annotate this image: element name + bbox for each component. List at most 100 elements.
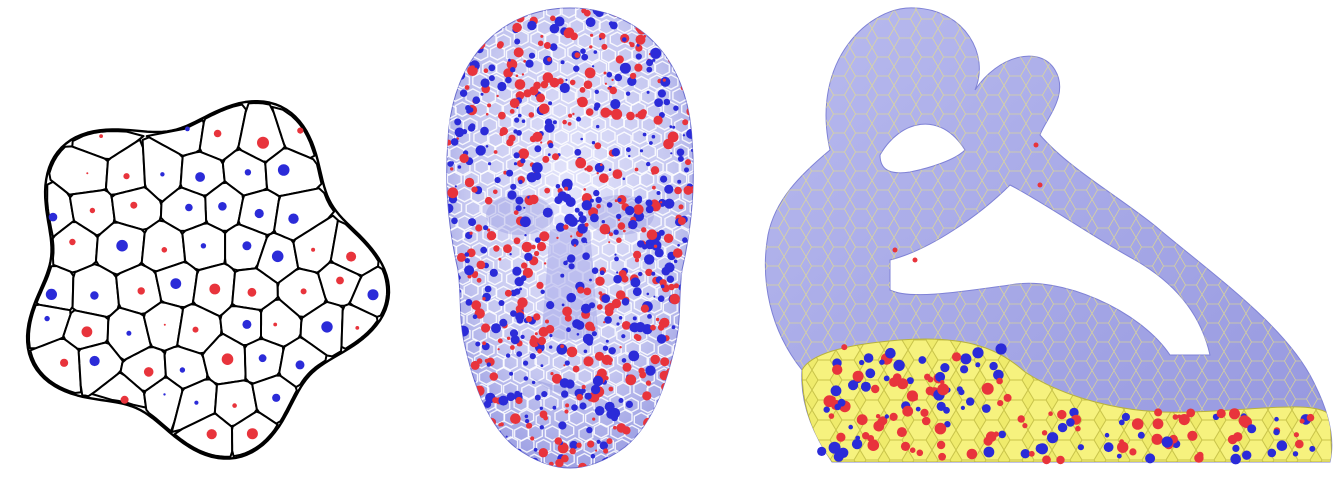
head-site <box>689 429 694 436</box>
head-site <box>499 127 508 136</box>
sculpture-site <box>1057 422 1068 433</box>
head-site <box>638 271 643 277</box>
head-site <box>667 131 679 143</box>
voronoi-site <box>90 291 99 300</box>
head-site <box>609 86 617 95</box>
head-site <box>635 34 646 45</box>
head-site <box>538 448 548 458</box>
head-site <box>498 395 509 406</box>
sculpture-site <box>996 377 1003 385</box>
head-site <box>645 199 653 207</box>
head-site <box>458 325 469 337</box>
head-site <box>610 99 621 110</box>
head-site <box>508 134 516 142</box>
head-site <box>557 442 569 454</box>
head-site <box>596 439 601 444</box>
sculpture-site <box>1033 142 1039 148</box>
head-site <box>503 244 512 254</box>
head-site <box>591 331 597 337</box>
voronoi-site <box>194 400 199 405</box>
head-site <box>613 425 617 430</box>
head-site <box>450 360 453 364</box>
head-site <box>496 42 504 49</box>
head-site <box>602 345 609 351</box>
head-site <box>584 222 589 227</box>
head-site <box>688 333 693 338</box>
head-site <box>672 125 676 129</box>
head-site <box>450 138 459 146</box>
voronoi-site <box>195 172 206 182</box>
head-site <box>634 258 640 263</box>
head-site <box>589 278 592 282</box>
voronoi-site <box>185 203 193 212</box>
head-site <box>556 236 559 240</box>
sculpture-site <box>1227 434 1238 445</box>
voronoi-site <box>242 241 252 251</box>
head-site <box>686 128 694 139</box>
head-site <box>649 10 655 17</box>
voronoi-site <box>126 330 132 336</box>
head-site <box>578 211 584 217</box>
head-site <box>650 166 660 175</box>
head-site <box>569 448 576 455</box>
head-site <box>446 139 452 146</box>
head-site <box>582 252 590 260</box>
head-site <box>552 405 557 410</box>
head-site <box>527 20 537 31</box>
sculpture-site <box>900 441 911 451</box>
head-site <box>515 205 522 212</box>
head-site <box>461 362 467 368</box>
sculpture-site <box>1042 455 1051 465</box>
head-site <box>513 162 518 166</box>
head-site <box>635 53 642 60</box>
head-site <box>623 462 626 466</box>
head-site <box>521 241 533 253</box>
sculpture-site <box>998 430 1006 439</box>
head-site <box>668 401 678 410</box>
sculpture-site <box>893 359 905 372</box>
head-site <box>465 15 473 23</box>
sculpture-site <box>851 438 863 450</box>
head-site <box>548 142 554 149</box>
head-site <box>514 117 520 123</box>
sculpture-site <box>1035 443 1046 454</box>
head-site <box>449 14 455 20</box>
sculpture-site <box>1239 417 1247 426</box>
head-site <box>589 198 594 203</box>
head-site <box>595 196 602 203</box>
head-site <box>555 458 564 468</box>
head-site <box>449 447 456 454</box>
voronoi-cell <box>173 412 234 458</box>
sculpture-site <box>915 406 921 412</box>
head-site <box>627 76 637 87</box>
voronoi-site <box>48 212 58 222</box>
sculpture-site <box>1116 453 1122 459</box>
sculpture-site <box>940 363 950 373</box>
head-site <box>513 237 521 245</box>
head-site <box>688 365 691 368</box>
head-site <box>574 148 582 156</box>
sculpture-site <box>1020 449 1030 459</box>
head-site <box>549 345 553 349</box>
sculpture-site <box>1274 416 1279 422</box>
sculpture-site <box>830 385 842 397</box>
head-site <box>585 241 588 244</box>
head-site <box>663 8 672 15</box>
head-site <box>509 253 512 256</box>
head-site <box>576 442 582 448</box>
sculpture-site <box>1309 416 1314 421</box>
head-site <box>601 220 605 224</box>
head-site <box>603 448 609 454</box>
head-site <box>510 310 517 317</box>
head-site <box>484 358 489 363</box>
head-site <box>658 8 666 15</box>
head-site <box>464 265 475 276</box>
sculpture-site <box>856 414 868 426</box>
sculpture-site <box>934 422 947 435</box>
head-site <box>462 400 466 404</box>
sculpture-site <box>906 377 914 385</box>
head-site <box>542 155 550 163</box>
head-site <box>546 301 555 310</box>
head-site <box>683 18 694 29</box>
head-site <box>616 423 627 433</box>
